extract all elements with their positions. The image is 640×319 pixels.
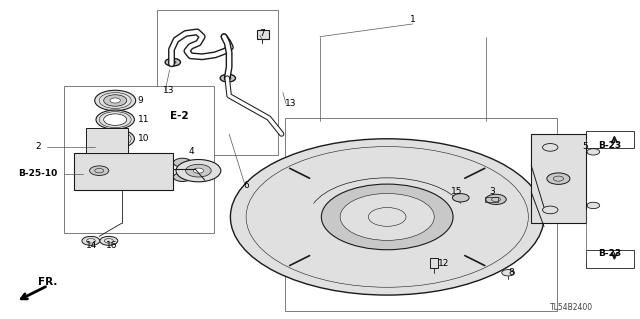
Circle shape [193,168,204,173]
Circle shape [90,166,109,175]
Text: 10: 10 [138,134,149,143]
Text: B-25-10: B-25-10 [18,169,57,178]
Text: TL54B2400: TL54B2400 [550,303,593,312]
Text: 4: 4 [189,147,195,156]
Circle shape [96,129,134,148]
Text: 8: 8 [509,268,515,277]
Circle shape [186,164,211,177]
Circle shape [176,160,221,182]
Circle shape [100,236,118,245]
Circle shape [173,173,191,182]
Text: 5: 5 [582,142,588,151]
Circle shape [104,133,127,145]
Bar [157,10,278,155]
Circle shape [230,139,544,295]
Circle shape [502,270,515,276]
Text: 6: 6 [243,181,249,189]
Circle shape [96,110,134,129]
Text: 15: 15 [451,187,463,196]
Circle shape [321,184,453,250]
Circle shape [110,98,120,103]
Bar [64,86,214,233]
Circle shape [220,74,236,82]
Bar [86,128,128,153]
Text: B-23: B-23 [598,249,621,258]
Circle shape [104,95,127,106]
Text: E-2: E-2 [170,111,188,122]
Text: 1: 1 [410,15,415,24]
Circle shape [95,90,136,111]
Text: 14: 14 [86,241,98,250]
Bar [531,134,586,223]
Text: 9: 9 [138,96,143,105]
Text: FR.: FR. [38,277,58,287]
Text: 13: 13 [163,86,175,95]
Text: 7: 7 [259,29,265,38]
Text: 12: 12 [438,259,450,268]
Bar [586,131,634,148]
Circle shape [587,202,600,209]
Circle shape [587,149,600,155]
Circle shape [170,61,176,64]
Text: 2: 2 [35,142,41,151]
Bar [74,153,173,190]
Circle shape [104,114,127,125]
Bar [586,250,634,268]
Circle shape [225,77,231,80]
Bar [257,30,269,39]
Bar [485,197,498,202]
Text: 16: 16 [106,241,117,250]
Bar [430,258,438,268]
Circle shape [452,194,469,202]
Bar [285,118,557,311]
Circle shape [173,158,191,167]
Circle shape [547,173,570,184]
Circle shape [340,193,435,241]
Circle shape [165,58,180,66]
Text: 3: 3 [490,187,495,196]
Circle shape [82,236,100,245]
Text: B-23: B-23 [598,141,621,150]
Circle shape [486,194,506,204]
Text: 13: 13 [285,99,296,108]
Text: 11: 11 [138,115,149,124]
